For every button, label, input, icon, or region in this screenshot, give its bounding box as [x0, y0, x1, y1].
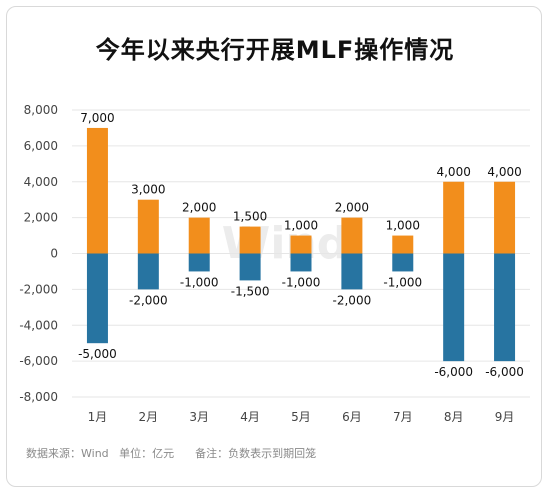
positive-bar-1月: [86, 127, 108, 254]
negative-bar-1月: [86, 253, 108, 344]
positive-bar-5月: [290, 235, 312, 254]
positive-bar-8月: [443, 181, 465, 254]
positive-bar-6月: [341, 217, 363, 254]
data-label: 1,500: [233, 210, 267, 224]
data-label: -1,000: [180, 275, 219, 289]
data-label: -2,000: [129, 293, 168, 307]
negative-bar-4月: [239, 253, 261, 281]
y-tick-label: -8,000: [19, 390, 58, 404]
y-tick-label: 6,000: [24, 139, 58, 153]
data-label: -6,000: [434, 365, 473, 379]
chart-footnote: 数据来源：Wind 单位：亿元 备注：负数表示到期回笼: [26, 447, 317, 460]
x-tick-label: 3月: [189, 410, 209, 424]
y-tick-label: -4,000: [19, 318, 58, 332]
negative-bar-3月: [188, 253, 210, 272]
data-label: -1,500: [231, 284, 270, 298]
y-tick-label: -6,000: [19, 354, 58, 368]
data-label: 4,000: [487, 165, 521, 179]
chart-title: 今年以来央行开展MLF操作情况: [95, 36, 455, 64]
y-tick-label: 0: [50, 247, 58, 261]
data-label: 1,000: [386, 219, 420, 233]
x-tick-label: 1月: [88, 410, 108, 424]
data-label: -2,000: [333, 293, 372, 307]
positive-bar-9月: [494, 181, 516, 254]
data-label: -1,000: [383, 275, 422, 289]
data-label: 2,000: [335, 201, 369, 215]
x-tick-label: 9月: [495, 410, 515, 424]
x-tick-label: 5月: [291, 410, 311, 424]
x-tick-label: 2月: [139, 410, 159, 424]
x-tick-label: 7月: [393, 410, 413, 424]
y-tick-label: 2,000: [24, 211, 58, 225]
data-label: -1,000: [282, 275, 321, 289]
x-tick-label: 8月: [444, 410, 464, 424]
data-label: -6,000: [485, 365, 524, 379]
negative-bar-9月: [494, 253, 516, 362]
data-label: 2,000: [182, 201, 216, 215]
x-tick-label: 4月: [240, 410, 260, 424]
positive-bar-3月: [188, 217, 210, 254]
y-tick-label: 4,000: [24, 175, 58, 189]
negative-bar-7月: [392, 253, 414, 272]
negative-bar-5月: [290, 253, 312, 272]
positive-bar-4月: [239, 226, 261, 254]
y-tick-label: -2,000: [19, 282, 58, 296]
negative-bar-8月: [443, 253, 465, 362]
data-label: -5,000: [78, 347, 117, 361]
data-label: 1,000: [284, 219, 318, 233]
negative-bar-6月: [341, 253, 363, 290]
y-tick-label: 8,000: [24, 103, 58, 117]
data-label: 4,000: [436, 165, 470, 179]
x-tick-label: 6月: [342, 410, 362, 424]
positive-bar-7月: [392, 235, 414, 254]
data-label: 7,000: [80, 111, 114, 125]
positive-bar-2月: [137, 199, 159, 254]
negative-bar-2月: [137, 253, 159, 290]
data-label: 3,000: [131, 183, 165, 197]
